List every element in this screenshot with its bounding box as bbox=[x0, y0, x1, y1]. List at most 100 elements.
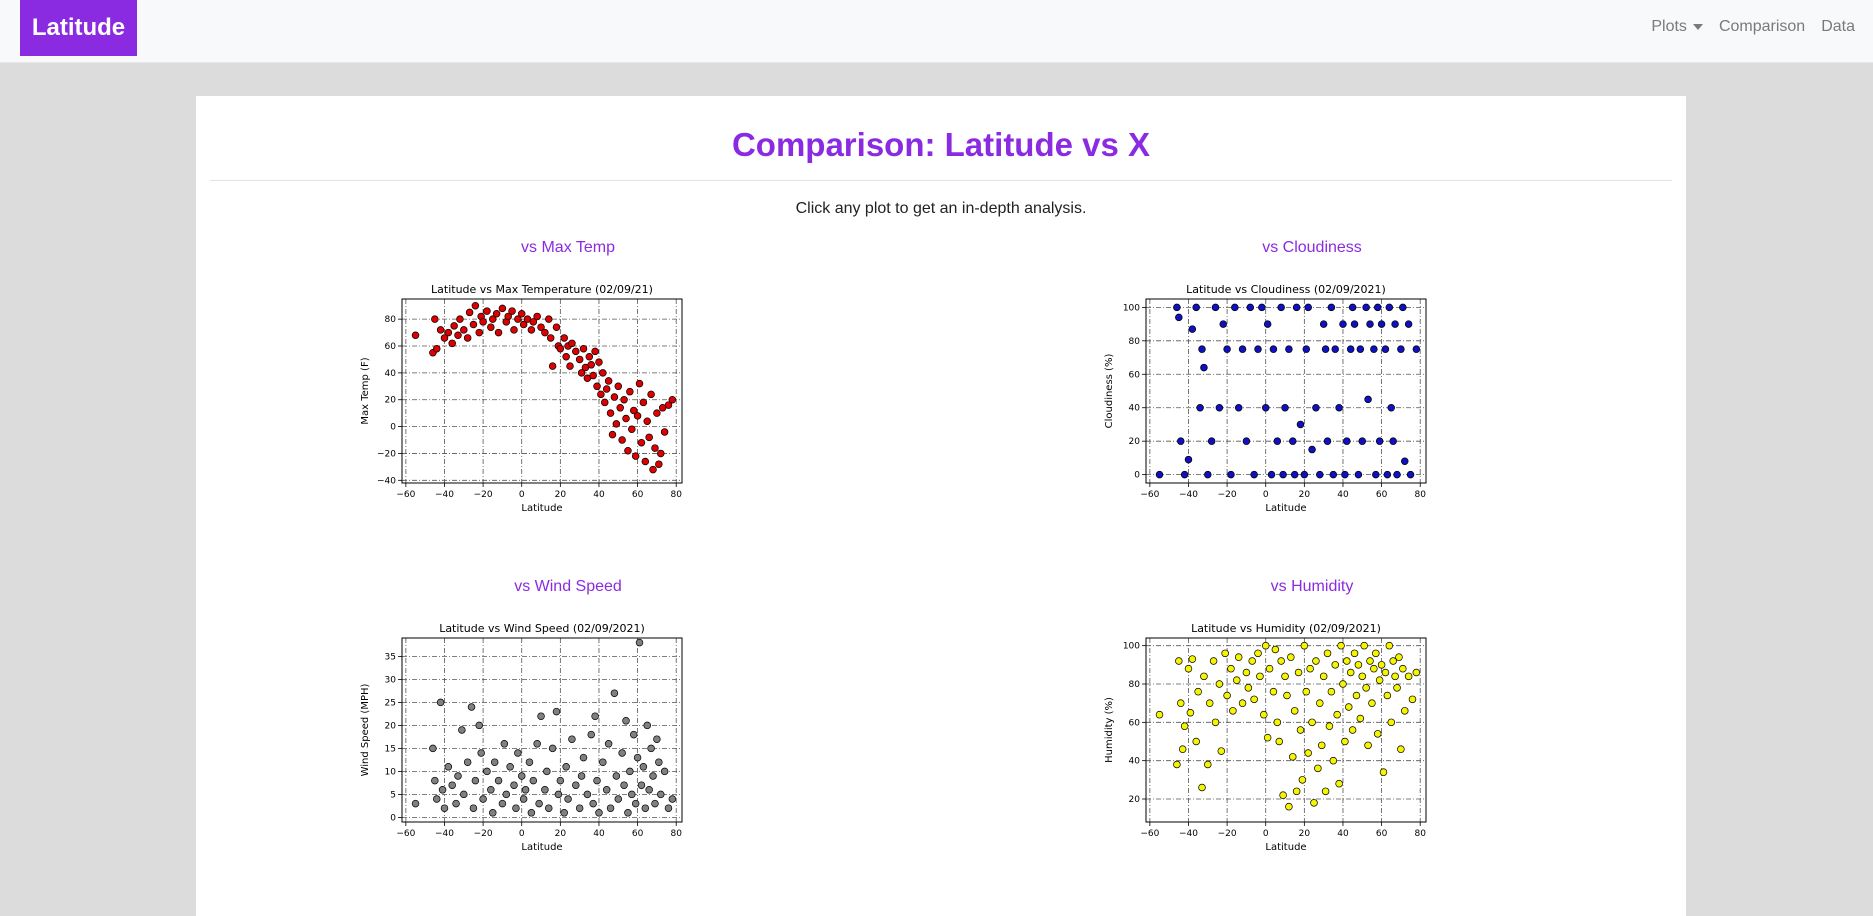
data-point bbox=[1356, 714, 1365, 723]
x-tick-label: −40 bbox=[1179, 829, 1198, 839]
data-point bbox=[1319, 320, 1328, 328]
data-point bbox=[1196, 403, 1204, 412]
data-point bbox=[1383, 691, 1392, 700]
data-point bbox=[1317, 741, 1326, 750]
data-point bbox=[1234, 653, 1243, 661]
y-tick-label: 15 bbox=[385, 744, 396, 754]
data-point bbox=[1341, 470, 1349, 479]
x-tick-label: 0 bbox=[1263, 829, 1269, 839]
data-point bbox=[631, 452, 640, 460]
data-point bbox=[1331, 661, 1339, 669]
data-point bbox=[1248, 657, 1256, 665]
heading-humidity-link[interactable]: vs Humidity bbox=[1270, 578, 1354, 595]
data-point bbox=[433, 795, 441, 803]
data-point bbox=[1304, 749, 1312, 757]
data-point bbox=[1217, 747, 1226, 755]
data-point bbox=[1356, 345, 1365, 353]
y-tick-label: 40 bbox=[1129, 404, 1141, 414]
data-point bbox=[475, 721, 483, 730]
data-point bbox=[1254, 649, 1262, 658]
data-point bbox=[1395, 653, 1403, 661]
data-point bbox=[1279, 470, 1287, 479]
brand-logo[interactable]: Latitude bbox=[20, 0, 137, 56]
y-tick-label: 60 bbox=[385, 342, 397, 352]
data-point bbox=[560, 809, 568, 817]
data-point bbox=[1188, 325, 1197, 333]
data-point bbox=[1256, 672, 1264, 681]
data-point bbox=[1279, 791, 1287, 799]
data-point bbox=[635, 638, 644, 647]
data-point bbox=[1211, 718, 1220, 727]
nav-plots-dropdown[interactable]: Plots bbox=[1651, 18, 1703, 36]
wind-speed-scatter-plot[interactable]: Latitude vs Wind Speed (02/09/2021) −60 −4… bbox=[354, 619, 724, 889]
data-point bbox=[494, 776, 503, 785]
humidity-scatter-plot[interactable]: Latitude vs Humidity (02/09/2021) −60 −40 −… bbox=[1098, 619, 1468, 889]
data-point bbox=[452, 799, 460, 808]
chart-title: Latitude vs Cloudiness (02/09/2021) bbox=[1186, 283, 1386, 296]
data-point bbox=[1375, 676, 1384, 684]
data-point bbox=[1292, 787, 1301, 796]
x-tick-label: −20 bbox=[474, 829, 493, 839]
data-point bbox=[1254, 345, 1262, 353]
data-point bbox=[1198, 345, 1206, 353]
data-point bbox=[541, 786, 549, 794]
heading-wind-speed-link[interactable]: vs Wind Speed bbox=[514, 578, 622, 595]
data-point bbox=[1205, 699, 1214, 707]
data-point bbox=[1277, 303, 1285, 312]
data-point bbox=[411, 331, 420, 340]
data-point bbox=[626, 387, 634, 396]
x-tick-label: 20 bbox=[555, 490, 567, 500]
heading-max-temp-link[interactable]: vs Max Temp bbox=[521, 239, 615, 256]
max-temp-scatter-plot[interactable]: Latitude vs Max Temperature (02/09/21) −6… bbox=[354, 280, 724, 550]
y-axis-label: Cloudiness (%) bbox=[1104, 354, 1115, 429]
data-point bbox=[1275, 737, 1283, 746]
data-point bbox=[448, 781, 456, 789]
data-point bbox=[460, 790, 468, 799]
heading-cloudiness-link[interactable]: vs Cloudiness bbox=[1262, 239, 1362, 256]
data-point bbox=[579, 344, 588, 353]
data-point bbox=[1366, 320, 1374, 328]
data-point bbox=[597, 390, 605, 399]
nav-data-link[interactable]: Data bbox=[1821, 17, 1855, 35]
data-point bbox=[1370, 345, 1378, 353]
chevron-down-icon bbox=[1692, 23, 1703, 30]
data-point bbox=[448, 339, 456, 348]
x-tick-label: 40 bbox=[1337, 829, 1349, 839]
data-point bbox=[1362, 684, 1370, 692]
data-point bbox=[1335, 779, 1343, 788]
y-tick-label: 100 bbox=[1123, 303, 1140, 313]
data-point bbox=[599, 369, 607, 377]
data-point bbox=[1381, 668, 1390, 677]
x-tick-label: 0 bbox=[519, 490, 525, 500]
data-point bbox=[629, 406, 638, 415]
data-point bbox=[589, 371, 597, 380]
data-point bbox=[1261, 641, 1270, 650]
data-point bbox=[668, 395, 677, 404]
data-point bbox=[537, 323, 545, 331]
y-tick-label: 60 bbox=[1129, 718, 1141, 728]
data-point bbox=[1223, 691, 1231, 700]
data-point bbox=[664, 804, 673, 812]
data-point bbox=[1250, 695, 1258, 704]
data-point bbox=[1267, 470, 1276, 479]
nav-comparison-link[interactable]: Comparison bbox=[1718, 17, 1806, 35]
data-point bbox=[1285, 802, 1293, 811]
data-point bbox=[1331, 345, 1339, 353]
data-point bbox=[1296, 726, 1305, 734]
data-point bbox=[479, 795, 487, 803]
cloudiness-scatter-plot[interactable]: Latitude vs Cloudiness (02/09/2021) −60 −4… bbox=[1098, 280, 1468, 550]
data-point bbox=[1260, 710, 1268, 719]
data-point bbox=[1180, 722, 1189, 730]
data-point bbox=[1314, 764, 1322, 773]
data-point bbox=[610, 393, 619, 401]
data-point bbox=[1385, 303, 1394, 312]
data-point bbox=[657, 449, 665, 458]
data-point bbox=[612, 420, 621, 428]
y-tick-label: −20 bbox=[377, 449, 396, 459]
x-tick-label: 60 bbox=[1376, 490, 1388, 500]
y-tick-label: 80 bbox=[385, 315, 397, 325]
data-point bbox=[1155, 470, 1164, 479]
data-point bbox=[643, 721, 651, 730]
data-point bbox=[552, 707, 561, 716]
plot-area bbox=[1146, 638, 1426, 822]
